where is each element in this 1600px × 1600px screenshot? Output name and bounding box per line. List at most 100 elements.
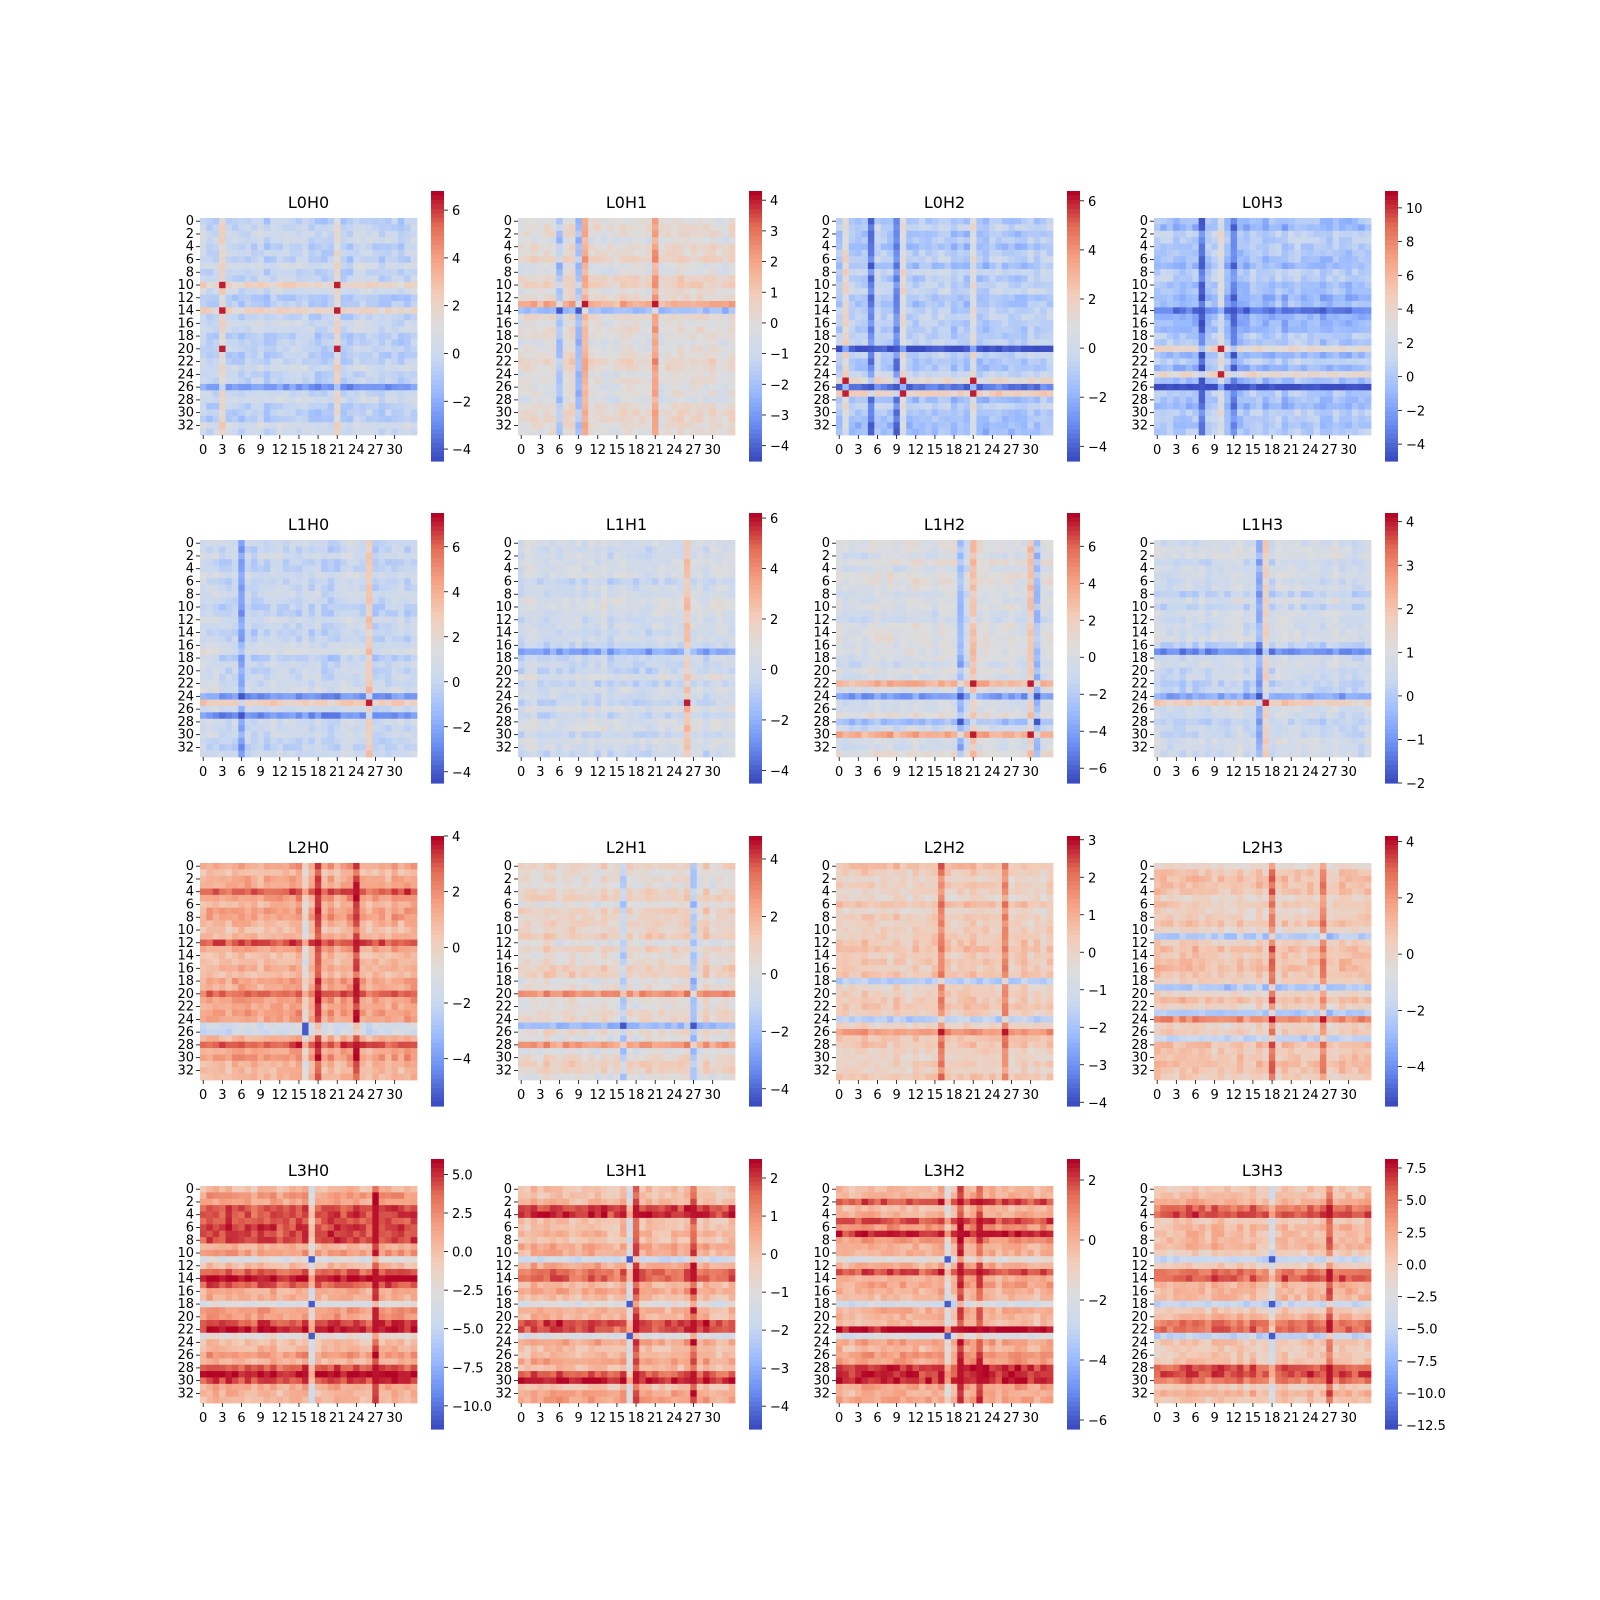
heatmap-cell: [379, 282, 386, 289]
heatmap-cell: [238, 224, 245, 231]
heatmap-cell: [983, 250, 990, 257]
heatmap-cell: [874, 352, 881, 359]
heatmap-cell: [678, 275, 685, 282]
heatmap-cell: [716, 282, 723, 289]
heatmap-cell: [321, 333, 328, 340]
heatmap-cell: [607, 416, 614, 423]
heatmap-cell: [563, 397, 570, 404]
heatmap-cell: [627, 269, 634, 276]
heatmap-cell: [404, 416, 411, 423]
heatmap-cell: [1192, 409, 1199, 416]
heatmap-cell: [366, 244, 373, 251]
heatmap-cell: [1205, 371, 1212, 378]
heatmap-cell: [1002, 295, 1009, 302]
heatmap-cell: [1294, 288, 1301, 295]
heatmap-cell: [862, 282, 869, 289]
heatmap-cell: [874, 327, 881, 334]
heatmap-cell: [575, 416, 582, 423]
heatmap-cell: [1263, 250, 1270, 257]
heatmap-cell: [671, 352, 678, 359]
heatmap-cell: [1211, 256, 1218, 263]
heatmap-cell: [1224, 231, 1231, 238]
heatmap-cell: [1282, 422, 1289, 429]
heatmap-cell: [1263, 231, 1270, 238]
heatmap-cell: [1002, 352, 1009, 359]
heatmap-cell: [232, 371, 239, 378]
heatmap-cell: [379, 275, 386, 282]
heatmap-cell: [932, 378, 939, 385]
heatmap-cell: [1002, 288, 1009, 295]
heatmap-cell: [524, 429, 531, 436]
heatmap-cell: [270, 288, 277, 295]
heatmap-cell: [238, 269, 245, 276]
heatmap-cell: [1263, 224, 1270, 231]
heatmap-cell: [213, 231, 220, 238]
heatmap-cell: [646, 224, 653, 231]
heatmap-cell: [575, 390, 582, 397]
colorbar-band: [1067, 200, 1080, 205]
heatmap-cell: [251, 314, 258, 321]
heatmap-cell: [1365, 384, 1372, 391]
heatmap-cell: [1326, 390, 1333, 397]
heatmap-cell: [1154, 339, 1161, 346]
heatmap-cell: [1040, 231, 1047, 238]
heatmap-cell: [627, 358, 634, 365]
heatmap-cell: [1263, 358, 1270, 365]
heatmap-cell: [729, 237, 736, 244]
heatmap-cell: [1205, 378, 1212, 385]
heatmap-cell: [200, 339, 207, 346]
heatmap-cell: [379, 358, 386, 365]
heatmap-cell: [595, 333, 602, 340]
heatmap-cell: [404, 352, 411, 359]
heatmap-cell: [703, 365, 710, 372]
heatmap-cell: [245, 346, 252, 353]
heatmap-cell: [556, 301, 563, 308]
heatmap-cell: [1320, 224, 1327, 231]
heatmap-cell: [646, 371, 653, 378]
heatmap-cell: [1294, 320, 1301, 327]
heatmap-cell: [684, 365, 691, 372]
heatmap-cell: [302, 218, 309, 225]
heatmap-cell: [1192, 352, 1199, 359]
heatmap-cell: [264, 378, 271, 385]
heatmap-cell: [639, 403, 646, 410]
heatmap-cell: [1237, 365, 1244, 372]
heatmap-cell: [270, 352, 277, 359]
heatmap-cell: [639, 409, 646, 416]
heatmap-cell: [277, 371, 284, 378]
heatmap-cell: [219, 307, 226, 314]
heatmap-cell: [1294, 282, 1301, 289]
heatmap-cell: [569, 295, 576, 302]
heatmap-cell: [1186, 314, 1193, 321]
heatmap-cell: [518, 390, 525, 397]
heatmap-cell: [900, 352, 907, 359]
heatmap-cell: [646, 244, 653, 251]
heatmap-cell: [398, 416, 405, 423]
heatmap-cell: [524, 365, 531, 372]
heatmap-cell: [556, 307, 563, 314]
heatmap-cell: [1269, 263, 1276, 270]
heatmap-cell: [601, 224, 608, 231]
heatmap-cell: [671, 307, 678, 314]
heatmap-cell: [1015, 269, 1022, 276]
heatmap-cell: [620, 409, 627, 416]
heatmap-cell: [964, 390, 971, 397]
heatmap-cell: [1199, 397, 1206, 404]
heatmap-cell: [200, 358, 207, 365]
heatmap-cell: [1358, 409, 1365, 416]
heatmap-cell: [385, 231, 392, 238]
heatmap-cell: [595, 301, 602, 308]
heatmap-cell: [1154, 422, 1161, 429]
heatmap-cell: [709, 320, 716, 327]
heatmap-cell: [1160, 327, 1167, 334]
heatmap-cell: [614, 282, 621, 289]
heatmap-cell: [601, 429, 608, 436]
heatmap-cell: [404, 256, 411, 263]
heatmap-cell: [385, 390, 392, 397]
heatmap-cell: [360, 346, 367, 353]
heatmap-cell: [340, 288, 347, 295]
heatmap-cell: [1047, 256, 1054, 263]
heatmap-cell: [1211, 397, 1218, 404]
heatmap-cell: [1243, 352, 1250, 359]
heatmap-cell: [932, 263, 939, 270]
